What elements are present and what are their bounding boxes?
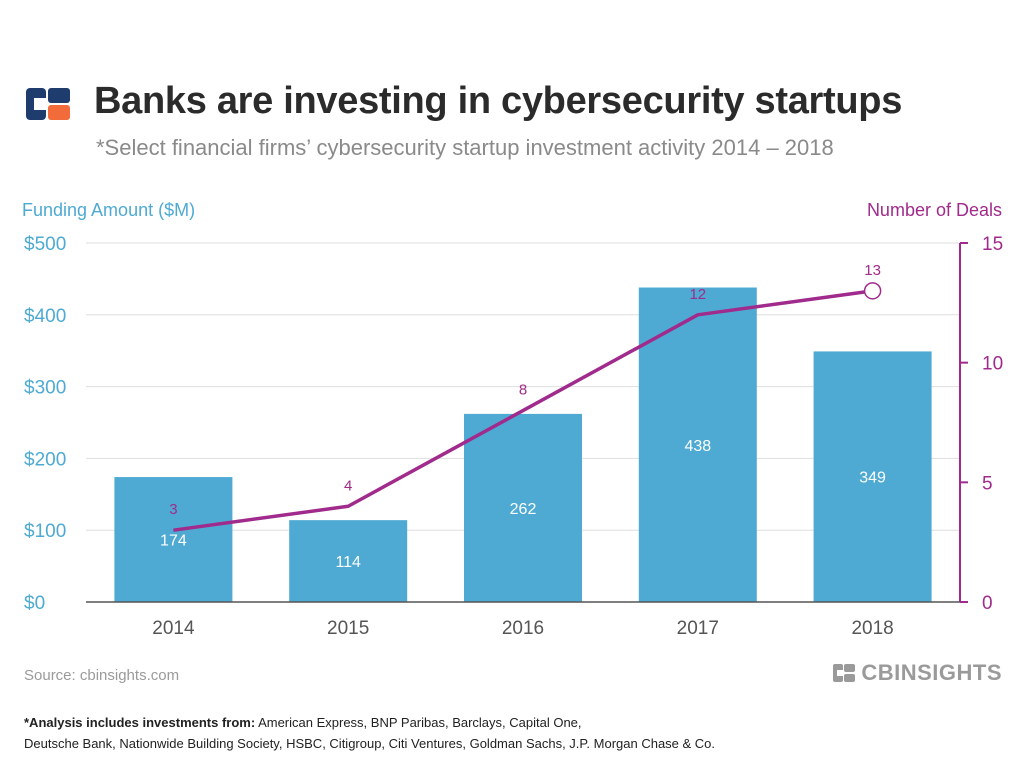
page-subtitle: *Select financial firms’ cybersecurity s… <box>96 135 834 160</box>
brand-name: CBINSIGHTS <box>861 660 1002 685</box>
y-left-tick-label: $200 <box>24 449 66 470</box>
bar-value-label: 114 <box>335 554 361 571</box>
deals-value-label: 3 <box>169 501 177 518</box>
footnote-line-1: American Express, BNP Paribas, Barclays,… <box>255 715 582 730</box>
footnote: *Analysis includes investments from: Ame… <box>24 712 715 754</box>
y-left-tick-label: $500 <box>24 234 66 255</box>
y-axis-left-label: Funding Amount ($M) <box>22 200 196 220</box>
page-title: Banks are investing in cybersecurity sta… <box>94 80 903 122</box>
x-tick-label: 2017 <box>677 618 719 639</box>
y-right-tick-label: 0 <box>982 593 993 614</box>
x-tick-label: 2014 <box>152 618 195 639</box>
x-tick-label: 2018 <box>851 618 893 639</box>
bar-value-label: 438 <box>684 438 711 455</box>
bar <box>464 413 582 602</box>
deals-value-label: 4 <box>344 477 352 494</box>
footnote-line-2: Deutsche Bank, Nationwide Building Socie… <box>24 736 716 751</box>
x-tick-label: 2015 <box>327 618 369 639</box>
deals-value-label: 12 <box>689 286 706 303</box>
bar <box>114 477 233 602</box>
bar-value-label: 349 <box>859 470 886 487</box>
bar <box>289 520 408 602</box>
deals-value-label: 13 <box>864 262 881 279</box>
y-left-tick-label: $100 <box>24 521 66 542</box>
cbinsights-brand: CBINSIGHTS <box>833 660 1002 686</box>
deals-point-marker <box>863 282 882 300</box>
bar-value-label: 174 <box>160 533 187 550</box>
cbinsights-mark-icon <box>833 664 856 682</box>
source-note: Source: cbinsights.com <box>24 667 180 684</box>
y-right-tick-label: 5 <box>982 473 993 494</box>
bar-value-label: 262 <box>510 501 537 518</box>
bar <box>638 287 757 602</box>
footnote-lead: *Analysis includes investments from: <box>24 715 256 730</box>
bar <box>813 351 932 602</box>
y-right-tick-label: 10 <box>982 354 1003 375</box>
y-right-tick-label: 15 <box>982 234 1003 255</box>
cb-logo-icon <box>26 88 70 120</box>
deals-value-label: 8 <box>519 382 527 399</box>
x-tick-label: 2016 <box>502 618 544 639</box>
y-left-tick-label: $0 <box>24 593 45 614</box>
y-left-tick-label: $400 <box>24 306 66 327</box>
y-axis-right-label: Number of Deals <box>866 200 1002 220</box>
y-left-tick-label: $300 <box>24 378 66 399</box>
